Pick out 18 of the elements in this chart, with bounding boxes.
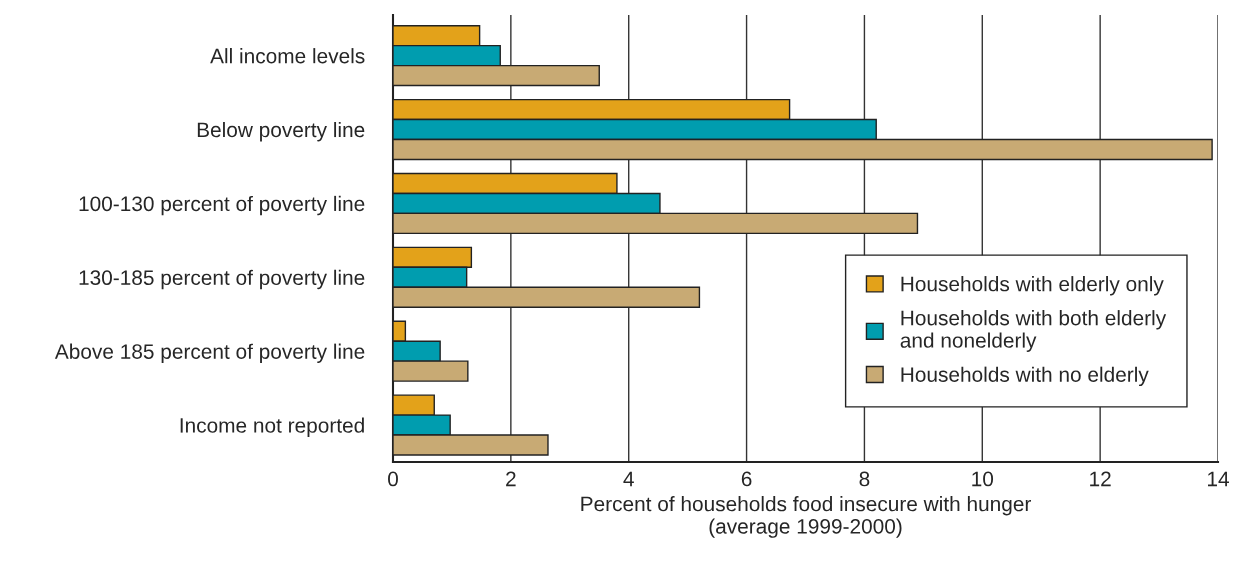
y-tick-label: Income not reported: [180, 417, 364, 437]
x-tick-label: 12: [1090, 471, 1111, 487]
x-tick-label: 6: [741, 471, 752, 487]
legend-label: Households with both elderly and nonelderly: [900, 310, 1167, 352]
x-tick-label: 4: [623, 471, 634, 487]
x-tick-label: 14: [1208, 471, 1229, 487]
legend-label: Households with no elderly: [901, 366, 1149, 387]
y-tick-label: Above 185 percent of poverty line: [54, 343, 365, 364]
x-tick-label: 10: [972, 471, 994, 487]
y-tick-label: 100-130 percent of poverty line: [79, 195, 365, 216]
y-tick-label: All income levels: [210, 48, 365, 64]
x-tick-label: 0: [388, 471, 398, 487]
y-tick-label: 130-185 percent of poverty line: [79, 269, 365, 290]
x-tick-label: 2: [506, 471, 516, 487]
legend-label: Households with elderly only: [901, 276, 1164, 296]
x-tick-label: 8: [859, 471, 870, 487]
x-axis-title: Percent of households food insecure with hunger (average 1999-2000): [581, 496, 1032, 538]
y-tick-label: Below poverty line: [197, 121, 365, 142]
